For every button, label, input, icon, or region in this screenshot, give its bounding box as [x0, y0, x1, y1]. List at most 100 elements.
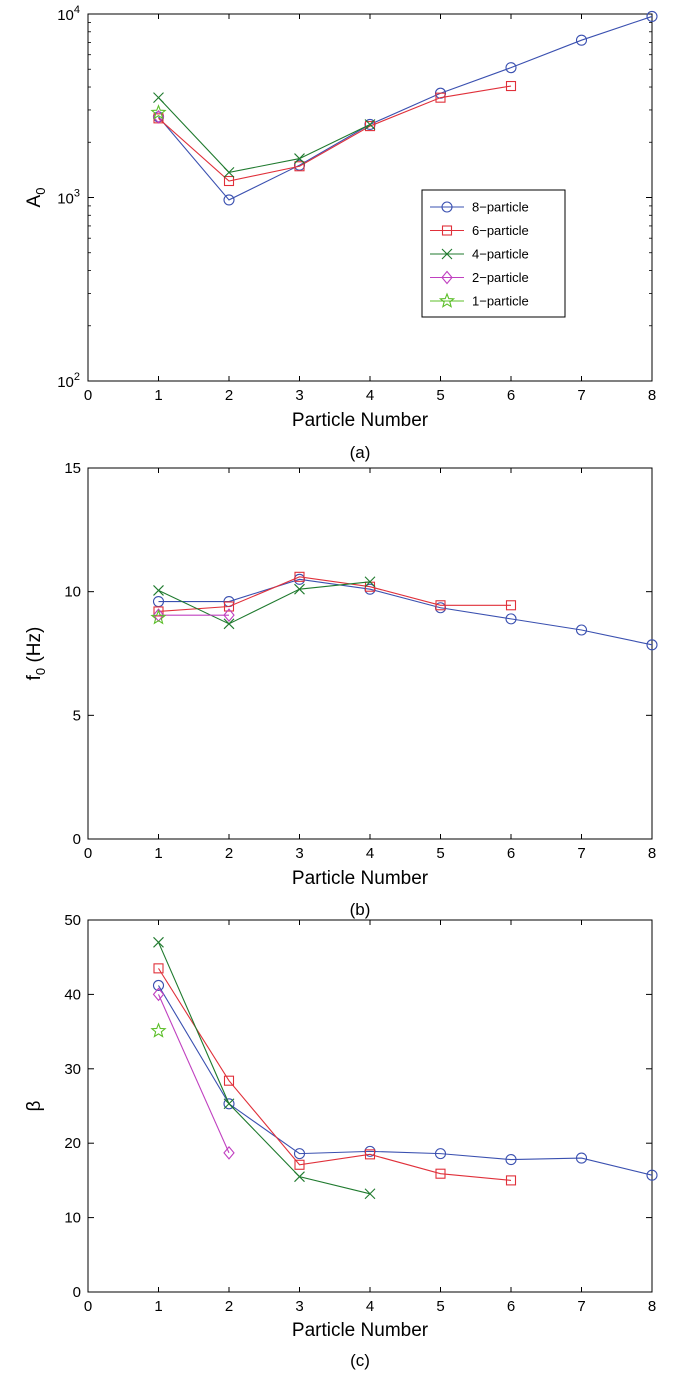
- y-tick-exponent: 2: [74, 371, 80, 383]
- series-8-particle: [152, 10, 658, 206]
- data-point: [575, 624, 588, 636]
- x-tick-label: 5: [436, 1298, 444, 1315]
- series-line: [157, 942, 371, 1195]
- legend-label: 6−particle: [472, 223, 529, 238]
- y-tick-exponent: 3: [74, 188, 80, 200]
- series-6-particle: [153, 80, 517, 187]
- series-line: [158, 985, 653, 1176]
- legend-marker: [438, 292, 456, 308]
- series-6-particle: [153, 963, 517, 1186]
- y-tick-label: 10: [64, 1210, 81, 1227]
- x-tick-label: 1: [154, 387, 162, 404]
- y-axis-label: A0: [24, 188, 48, 208]
- x-tick-label: 6: [507, 845, 515, 862]
- y-tick-label: 0: [73, 831, 81, 848]
- y-tick-base: 10: [57, 191, 74, 208]
- series-line: [158, 578, 653, 646]
- legend-item: 6−particle: [430, 223, 529, 238]
- legend-marker: [441, 248, 453, 260]
- data-point: [364, 1188, 376, 1200]
- x-tick-label: 2: [225, 1298, 233, 1315]
- panel-caption: (a): [350, 443, 371, 462]
- series-line: [158, 15, 653, 201]
- series-1-particle: [150, 104, 167, 120]
- data-point: [505, 613, 517, 625]
- y-tick-base: 10: [57, 374, 74, 391]
- data-point: [294, 1159, 305, 1170]
- data-point: [152, 987, 165, 1002]
- data-point: [153, 585, 164, 596]
- data-point: [223, 601, 235, 612]
- data-point: [505, 80, 517, 92]
- legend-item: 8−particle: [430, 200, 529, 215]
- data-point: [646, 1169, 658, 1181]
- data-point: [150, 104, 167, 120]
- data-point: [294, 1171, 305, 1183]
- series-line: [158, 581, 371, 625]
- panel-caption: (b): [350, 900, 371, 919]
- data-point: [223, 167, 235, 178]
- series-8-particle: [152, 573, 658, 651]
- y-axis-label-main: f: [24, 674, 45, 680]
- series-1-particle: [150, 609, 167, 625]
- series-line: [158, 97, 371, 174]
- series-4-particle: [153, 92, 376, 178]
- panel-c: 0 1 2 3 4 5 6 7 8 0 10 20 30 40 50 Particle Number β (c): [24, 912, 658, 1370]
- legend-marker: [441, 225, 453, 236]
- y-tick-label: 10: [64, 584, 81, 601]
- data-point: [223, 1075, 235, 1086]
- data-point: [434, 1148, 447, 1160]
- legend-label: 2−particle: [472, 270, 529, 285]
- data-point: [435, 92, 446, 103]
- x-tick-label: 5: [436, 845, 444, 862]
- data-point: [152, 979, 165, 992]
- x-tick-label: 4: [366, 387, 374, 404]
- y-tick-label: 40: [64, 986, 81, 1003]
- data-point: [646, 639, 658, 651]
- plot-frame: [87, 13, 653, 382]
- y-tick-label: 50: [64, 912, 81, 929]
- series-6-particle: [153, 571, 517, 617]
- x-axis-label: Particle Number: [292, 410, 429, 431]
- data-point: [575, 1152, 588, 1164]
- x-tick-label: 6: [507, 387, 515, 404]
- y-axis-label: f0 (Hz): [24, 627, 48, 681]
- series-line: [158, 85, 512, 182]
- data-point: [294, 571, 305, 582]
- x-tick-label: 1: [154, 1298, 162, 1315]
- plot-frame: [87, 467, 653, 840]
- data-point: [435, 1168, 446, 1179]
- y-axis-label-subscript: 0: [33, 668, 48, 675]
- x-tick-label: 3: [295, 1298, 303, 1315]
- data-point: [294, 161, 305, 172]
- legend-label: 8−particle: [472, 200, 529, 215]
- data-point: [223, 1098, 235, 1110]
- data-point: [223, 1098, 235, 1110]
- data-point: [153, 606, 164, 617]
- legend-marker: [441, 270, 453, 285]
- panel-caption: (c): [350, 1351, 370, 1370]
- x-tick-label: 8: [648, 845, 656, 862]
- y-tick-exponent: 4: [74, 4, 80, 16]
- y-axis-label-main: β: [24, 1100, 45, 1111]
- y-tick-label: 30: [64, 1061, 81, 1078]
- x-tick-label: 0: [84, 387, 92, 404]
- data-point: [435, 600, 446, 611]
- data-point: [223, 618, 235, 630]
- data-point: [294, 583, 305, 595]
- x-axis-label: Particle Number: [292, 868, 429, 889]
- y-axis-label-main: A: [24, 194, 45, 207]
- x-tick-label: 0: [84, 845, 92, 862]
- data-point: [223, 1146, 235, 1160]
- x-tick-label: 7: [577, 1298, 585, 1315]
- x-tick-label: 5: [436, 387, 444, 404]
- x-tick-label: 3: [295, 387, 303, 404]
- data-point: [153, 963, 164, 974]
- data-point: [646, 10, 658, 22]
- legend-marker: [441, 201, 453, 213]
- data-point: [364, 576, 376, 588]
- series-line: [158, 576, 511, 612]
- data-point: [153, 936, 164, 948]
- x-tick-label: 6: [507, 1298, 515, 1315]
